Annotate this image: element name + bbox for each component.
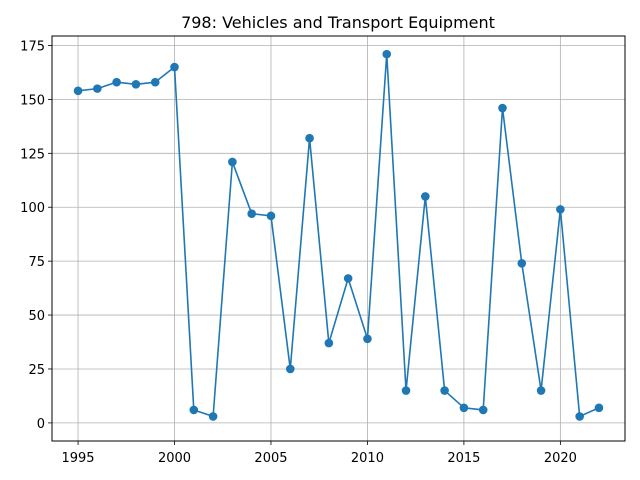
y-axis: 0 25 50 75 100 125 150 175 (20, 39, 52, 432)
data-point (343, 274, 353, 283)
data-point (150, 77, 160, 87)
x-tick-label: 2005 (254, 451, 287, 466)
data-point (189, 405, 199, 415)
x-tick-label: 2010 (351, 451, 384, 466)
data-point (228, 157, 237, 167)
data-point (382, 49, 392, 59)
data-point (421, 192, 430, 201)
series-line (77, 53, 600, 418)
data-point (517, 259, 527, 268)
data-point (131, 80, 141, 89)
y-tick-label: 175 (20, 39, 45, 54)
data-point (440, 386, 449, 395)
y-tick-label: 25 (28, 363, 45, 378)
y-tick-label: 50 (28, 309, 45, 324)
plot-area-frame (51, 35, 626, 442)
data-point (498, 103, 507, 113)
data-point (73, 86, 83, 96)
data-point (170, 62, 179, 72)
data-point (285, 364, 295, 374)
x-tick-label: 1995 (61, 451, 94, 466)
data-point (247, 209, 256, 218)
y-tick-label: 150 (20, 93, 45, 108)
data-point (266, 211, 276, 221)
chart-title: 798: Vehicles and Transport Equipment (181, 13, 495, 32)
y-tick-label: 125 (20, 147, 45, 162)
data-point (594, 403, 604, 413)
data-point (536, 386, 546, 395)
data-point (478, 405, 488, 415)
x-tick-label: 2000 (158, 451, 191, 466)
grid-lines (52, 36, 625, 441)
data-point (93, 84, 102, 93)
y-tick-label: 0 (37, 417, 45, 432)
data-point (208, 412, 218, 421)
x-tick-label: 2020 (544, 451, 577, 466)
x-axis: 1995 2000 2005 2010 2015 2020 (61, 441, 577, 466)
data-point (459, 403, 469, 413)
data-point (112, 77, 121, 87)
data-point (324, 338, 334, 348)
x-tick-label: 2015 (447, 451, 480, 466)
data-point (575, 412, 584, 421)
data-point (305, 133, 314, 143)
y-tick-label: 75 (28, 255, 45, 270)
data-point (556, 205, 565, 214)
y-tick-label: 100 (20, 201, 45, 216)
series-layer (73, 49, 604, 421)
data-point (401, 386, 411, 395)
data-point (363, 334, 372, 344)
